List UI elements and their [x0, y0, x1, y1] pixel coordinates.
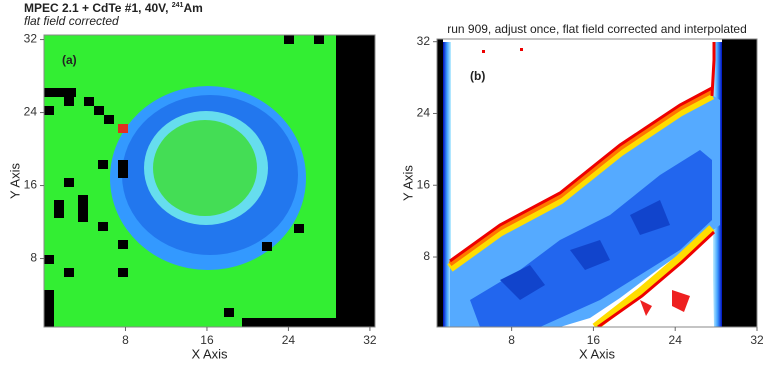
x-tick-label: 16 — [587, 333, 601, 347]
x-tick-label: 24 — [282, 333, 296, 347]
title-suffix: Am — [183, 1, 202, 15]
y-tick-label: 32 — [417, 34, 431, 48]
y-axis-label: Y Axis — [7, 163, 22, 199]
chart-title: run 909, adjust once, flat field correct… — [447, 22, 747, 36]
heatmap-image — [44, 35, 375, 327]
chart-subtitle: flat field corrected — [24, 14, 119, 28]
y-tick-label: 8 — [30, 251, 37, 265]
y-axis-label: Y Axis — [400, 165, 415, 201]
y-tick-label: 24 — [417, 106, 431, 120]
title-superscript: 241 — [172, 2, 184, 9]
y-tick-label: 32 — [24, 32, 38, 46]
y-tick-label: 16 — [417, 177, 431, 191]
plot-frame — [436, 38, 758, 328]
panel-label: (a) — [62, 53, 77, 67]
chart-title: MPEC 2.1 + CdTe #1, 40V, 241Am — [24, 1, 203, 15]
x-tick-label: 8 — [122, 333, 129, 347]
panel-label: (b) — [470, 69, 485, 83]
x-tick-label: 8 — [508, 333, 515, 347]
y-tick-label: 16 — [24, 178, 38, 192]
x-tick-label: 32 — [750, 333, 763, 347]
y-tick-label: 8 — [423, 249, 430, 263]
title-text: MPEC 2.1 + CdTe #1, 40V, — [24, 1, 172, 15]
plot-frame — [43, 34, 376, 328]
x-axis-label: X Axis — [191, 346, 228, 361]
x-axis-label: X Axis — [579, 346, 616, 361]
contour-image — [437, 39, 757, 327]
x-tick-label: 16 — [200, 333, 214, 347]
x-tick-label: 32 — [363, 333, 377, 347]
y-tick-label: 24 — [24, 105, 38, 119]
x-tick-label: 24 — [669, 333, 683, 347]
